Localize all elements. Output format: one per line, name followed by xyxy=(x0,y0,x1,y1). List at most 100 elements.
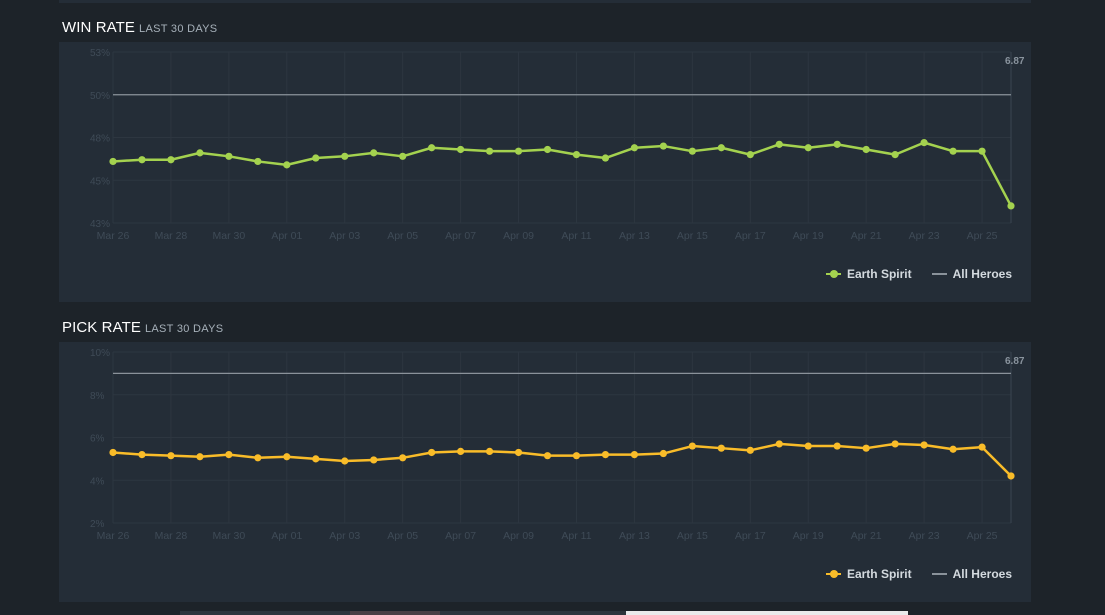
win-rate-title: WIN RATE xyxy=(62,19,136,36)
legend-label-all-heroes: All Heroes xyxy=(952,267,1012,281)
win-x-tick-label: Apr 13 xyxy=(619,230,650,242)
win-x-tick-label: Apr 15 xyxy=(677,230,708,242)
pick-x-tick-label: Apr 25 xyxy=(967,530,998,542)
win-earth-spirit-point xyxy=(428,144,436,152)
win-x-tick-label: Apr 09 xyxy=(503,230,534,242)
legend-item-all-heroes[interactable]: All Heroes xyxy=(931,567,1012,581)
pick-y-tick-label: 4% xyxy=(90,476,105,487)
pick-x-tick-label: Apr 17 xyxy=(735,530,766,542)
win-earth-spirit-point xyxy=(1007,202,1015,210)
win-earth-spirit-point xyxy=(312,154,320,162)
legend-label-earth-spirit: Earth Spirit xyxy=(846,267,912,281)
pick-x-tick-label: Apr 15 xyxy=(677,530,708,542)
pick-x-tick-label: Apr 07 xyxy=(445,530,476,542)
win-y-tick-label: 45% xyxy=(90,176,110,187)
pick-earth-spirit-point xyxy=(370,456,378,464)
legend-item-earth-spirit[interactable]: Earth Spirit xyxy=(825,267,912,281)
win-earth-spirit-line xyxy=(112,141,1013,207)
pick-rate-title: PICK RATE xyxy=(62,319,141,336)
win-version-label: 6.87 xyxy=(1005,56,1025,67)
pick-earth-spirit-point xyxy=(167,452,175,460)
win-earth-spirit-point xyxy=(225,152,233,160)
win-earth-spirit-point xyxy=(775,140,783,148)
pick-earth-spirit-point xyxy=(920,441,928,449)
pick-earth-spirit-point xyxy=(196,453,204,461)
legend-item-all-heroes[interactable]: All Heroes xyxy=(931,267,1012,281)
win-y-tick-label: 53% xyxy=(90,48,110,59)
pick-x-tick-label: Apr 23 xyxy=(909,530,940,542)
win-x-tick-label: Apr 19 xyxy=(793,230,824,242)
win-x-tick-label: Apr 11 xyxy=(561,230,591,242)
win-earth-spirit-point xyxy=(949,147,957,155)
next-section-edge xyxy=(440,611,626,615)
pick-x-tick-label: Apr 01 xyxy=(271,530,302,542)
pick-earth-spirit-point xyxy=(949,445,957,453)
pick-x-tick-label: Apr 21 xyxy=(851,530,882,542)
win-rate-legend: Earth Spirit All Heroes xyxy=(806,267,1012,281)
win-earth-spirit-point xyxy=(688,147,696,155)
win-earth-spirit-point xyxy=(601,154,610,162)
pick-earth-spirit-point xyxy=(312,455,320,463)
legend-label-earth-spirit: Earth Spirit xyxy=(846,567,912,581)
win-earth-spirit-point xyxy=(109,157,117,166)
win-y-tick-label: 48% xyxy=(90,134,110,145)
pick-earth-spirit-point xyxy=(341,457,349,465)
pick-x-tick-label: Apr 13 xyxy=(619,530,650,542)
win-rate-subtitle: LAST 30 DAYS xyxy=(139,23,218,35)
win-x-tick-label: Apr 23 xyxy=(909,230,940,242)
pick-y-tick-label: 6% xyxy=(90,434,105,445)
pick-rate-chart: 10% 8% 6% 4% 2%Mar 26 Mar 28 Mar 30 Apr 01 Apr 0… xyxy=(90,348,1025,542)
win-earth-spirit-point xyxy=(457,145,465,154)
win-x-tick-label: Apr 03 xyxy=(329,230,360,242)
pick-earth-spirit-point xyxy=(457,447,465,455)
win-rate-panel: 53% 50% 48% 45% 43% Mar 26 Mar 28 Mar 30 Apr 01 A… xyxy=(59,42,1031,302)
pick-x-tick-label: Mar 26 xyxy=(97,530,130,542)
win-earth-spirit-point xyxy=(717,144,725,152)
pick-earth-spirit-point xyxy=(225,451,233,459)
pick-earth-spirit-point xyxy=(601,451,610,459)
pick-earth-spirit-point xyxy=(717,444,725,452)
win-earth-spirit-point xyxy=(514,147,523,155)
pick-earth-spirit-point xyxy=(283,453,291,461)
pick-earth-spirit-point xyxy=(428,448,436,457)
pick-earth-spirit-point xyxy=(775,440,783,448)
pick-rate-legend: Earth Spirit All Heroes xyxy=(806,567,1012,581)
pick-earth-spirit-point xyxy=(978,443,986,451)
win-rate-chart: 53% 50% 48% 45% 43%Mar 26 Mar 28 Mar 30 Apr 01 A… xyxy=(90,48,1025,242)
win-x-tick-label: Apr 07 xyxy=(445,230,476,242)
pick-earth-spirit-point xyxy=(399,454,407,462)
win-x-tick-label: Mar 28 xyxy=(155,230,188,242)
earth-spirit-swatch-icon xyxy=(825,570,841,578)
win-earth-spirit-point xyxy=(833,140,841,148)
win-x-tick-label: Apr 05 xyxy=(387,230,418,242)
legend-item-earth-spirit[interactable]: Earth Spirit xyxy=(825,567,912,581)
win-y-tick-label: 50% xyxy=(90,91,110,102)
pick-x-tick-label: Apr 05 xyxy=(387,530,418,542)
pick-earth-spirit-point xyxy=(109,448,117,457)
win-earth-spirit-point xyxy=(370,149,378,157)
pick-earth-spirit-point xyxy=(659,449,667,458)
win-earth-spirit-point xyxy=(978,147,986,155)
win-earth-spirit-point xyxy=(630,144,639,152)
win-earth-spirit-point xyxy=(283,161,291,169)
previous-panel-edge xyxy=(59,0,1031,3)
pick-rate-header: PICK RATE LAST 30 DAYS xyxy=(62,319,223,336)
all-heroes-swatch-icon xyxy=(931,273,947,275)
pick-x-tick-label: Apr 19 xyxy=(793,530,824,542)
pick-x-tick-label: Apr 09 xyxy=(503,530,534,542)
pick-earth-spirit-point xyxy=(572,452,581,460)
pick-earth-spirit-point xyxy=(833,442,841,450)
pick-earth-spirit-point xyxy=(630,451,639,459)
pick-earth-spirit-point xyxy=(891,440,899,448)
pick-rate-panel: 10% 8% 6% 4% 2% Mar 26 Mar 28 Mar 30 Apr 01 Apr 0… xyxy=(59,342,1031,602)
pick-y-tick-label: 8% xyxy=(90,391,105,402)
win-earth-spirit-point xyxy=(167,156,175,164)
win-earth-spirit-point xyxy=(341,152,349,160)
pick-version-label: 6.87 xyxy=(1005,356,1025,367)
win-earth-spirit-point xyxy=(804,144,812,152)
pick-x-tick-label: Mar 28 xyxy=(155,530,188,542)
pick-x-tick-label: Apr 11 xyxy=(561,530,591,542)
win-rate-header: WIN RATE LAST 30 DAYS xyxy=(62,19,217,36)
all-heroes-swatch-icon xyxy=(931,573,947,575)
win-earth-spirit-point xyxy=(746,151,754,159)
